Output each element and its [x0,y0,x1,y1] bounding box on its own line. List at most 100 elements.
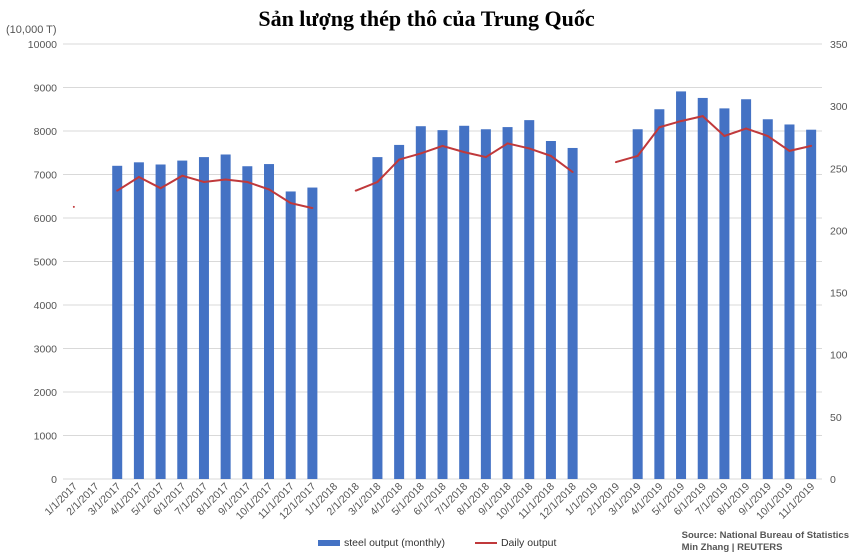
line-point [268,188,271,191]
bar [524,120,535,479]
line-point [571,171,574,174]
line-point [116,189,119,192]
bar [719,108,730,479]
bar [133,162,144,479]
bar [545,141,556,479]
line-point [72,205,75,208]
legend-swatch-line [474,542,497,544]
bar [242,166,253,480]
line-point [766,134,769,137]
y-tick-label: 2000 [34,387,58,399]
line-point [528,147,531,150]
line-point [680,120,683,123]
y2-tick-label: 350 [830,39,848,51]
bar [567,147,578,479]
bar [372,157,383,479]
line-point [137,175,140,178]
line-point [311,207,314,210]
credit-line: Min Zhang | REUTERS [681,542,783,553]
line-point [614,161,617,164]
line-point [701,115,704,118]
y-tick-label: 10000 [28,39,57,51]
bar [112,165,123,480]
bar [741,99,752,480]
bar [285,191,296,479]
line-series [72,115,813,210]
line-point [289,202,292,205]
y2-tick-label: 100 [830,350,848,362]
legend: steel output (monthly) Daily output [318,537,580,549]
line-point [419,152,422,155]
bar [632,129,643,479]
line-segment [116,174,313,210]
y-tick-label: 5000 [34,257,58,269]
bar [654,109,665,479]
bar [264,164,275,479]
line-point [159,187,162,190]
line-point [549,154,552,157]
line-point [398,158,401,161]
bar [480,129,491,479]
bar [676,91,687,479]
x-axis-ticks: 1/1/20172/1/20173/1/20174/1/20175/1/2017… [43,481,818,523]
line-point [745,127,748,130]
legend-swatch-bar [318,540,340,546]
line-point [658,126,661,129]
y-tick-label: 3000 [34,344,58,356]
y2-tick-label: 150 [830,288,848,300]
y2-axis-ticks: 0 50 100 150 200 250 300 350 [830,39,848,486]
bar [437,130,448,479]
bar [415,126,426,479]
y-tick-label: 1000 [34,431,58,443]
y-axis-ticks: 0 1000 2000 3000 4000 5000 6000 7000 8000 9000 100… [28,39,57,486]
line-point [506,142,509,145]
line-point [354,189,357,192]
line-point [810,144,813,147]
bar [307,187,318,480]
line-point [202,180,205,183]
line-point [463,151,466,154]
bar-series [112,91,817,480]
legend-label-bar: steel output (monthly) [344,537,445,549]
bar [697,97,708,479]
bar [459,125,470,479]
line-point [441,144,444,147]
legend-label-line: Daily output [500,537,557,549]
y2-tick-label: 250 [830,163,848,175]
bar [762,119,773,479]
y2-tick-label: 300 [830,101,848,113]
bar [502,127,513,480]
y2-tick-label: 0 [830,474,836,486]
line-point [181,174,184,177]
line-segment [615,115,812,164]
line-point [484,156,487,159]
y-tick-label: 8000 [34,126,58,138]
bar [784,124,795,479]
chart-title: Sản lượng thép thô của Trung Quốc [258,6,595,31]
y-axis-unit-label: (10,000 T) [6,24,57,36]
line-point [224,178,227,181]
y-tick-label: 6000 [34,213,58,225]
source-note: Source: National Bureau of Statistics Mi… [682,530,849,554]
line-point [376,180,379,183]
y-tick-label: 4000 [34,300,58,312]
line-point [788,149,791,152]
legend-item-bar: steel output (monthly) [318,537,445,549]
bar [198,157,209,479]
source-line: Source: National Bureau of Statistics [681,530,849,541]
line-point [636,154,639,157]
line-point [723,134,726,137]
line-point [246,180,249,183]
bar [394,144,405,480]
legend-item-line: Daily output [474,537,557,549]
y2-tick-label: 200 [830,225,848,237]
y-tick-label: 0 [51,474,57,486]
y2-tick-label: 50 [830,412,842,424]
bar [155,164,166,479]
y-tick-label: 9000 [34,83,58,95]
bar [177,160,188,479]
bar [220,154,231,480]
y-tick-label: 7000 [34,170,58,182]
bar [806,129,817,479]
